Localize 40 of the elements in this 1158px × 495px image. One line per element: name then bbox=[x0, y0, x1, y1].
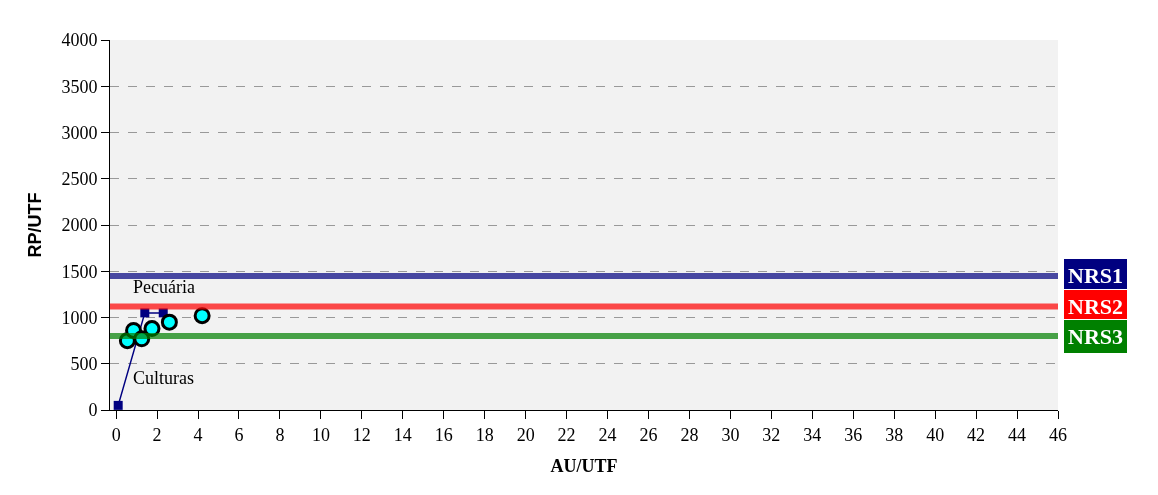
x-tick-label: 42 bbox=[967, 424, 986, 445]
x-tick-label: 30 bbox=[721, 424, 740, 445]
ref-line-label: NRS3 bbox=[1068, 324, 1124, 349]
y-tick-label: 2500 bbox=[61, 169, 98, 190]
x-tick-label: 16 bbox=[434, 424, 453, 445]
x-tick-label: 10 bbox=[311, 424, 330, 445]
y-tick-label: 3500 bbox=[61, 76, 98, 97]
x-tick-label: 0 bbox=[111, 424, 121, 445]
x-tick-label: 24 bbox=[598, 424, 617, 445]
x-tick-label: 28 bbox=[680, 424, 699, 445]
x-tick-label: 26 bbox=[639, 424, 658, 445]
x-tick-label: 38 bbox=[885, 424, 904, 445]
x-tick-label: 6 bbox=[234, 424, 244, 445]
y-tick-label: 3000 bbox=[61, 122, 98, 143]
y-tick-label: 2000 bbox=[61, 215, 98, 236]
x-tick-label: 8 bbox=[275, 424, 285, 445]
annotation: Pecuária bbox=[133, 277, 195, 297]
x-tick-label: 14 bbox=[393, 424, 412, 445]
x-tick-label: 34 bbox=[803, 424, 822, 445]
x-tick-label: 12 bbox=[352, 424, 371, 445]
x-tick-label: 40 bbox=[926, 424, 945, 445]
y-axis-title: RP/UTF bbox=[24, 192, 45, 258]
y-tick-label: 0 bbox=[88, 400, 98, 421]
ref-line-label: NRS2 bbox=[1068, 294, 1124, 319]
y-tick-label: 4000 bbox=[61, 30, 98, 51]
annotation: Culturas bbox=[133, 368, 194, 388]
y-tick-label: 1500 bbox=[61, 261, 98, 282]
x-tick-label: 46 bbox=[1049, 424, 1067, 445]
x-axis-title: AU/UTF bbox=[550, 455, 618, 476]
ref-line-label: NRS1 bbox=[1068, 263, 1124, 288]
x-tick-label: 44 bbox=[1008, 424, 1027, 445]
x-tick-label: 36 bbox=[844, 424, 863, 445]
x-tick-label: 18 bbox=[475, 424, 494, 445]
y-tick-label: 500 bbox=[70, 354, 98, 375]
x-tick-label: 22 bbox=[557, 424, 576, 445]
x-tick-label: 4 bbox=[193, 424, 203, 445]
x-tick-label: 2 bbox=[152, 424, 162, 445]
x-tick-label: 32 bbox=[762, 424, 781, 445]
x-tick-label: 20 bbox=[516, 424, 535, 445]
y-tick-label: 1000 bbox=[61, 307, 98, 328]
